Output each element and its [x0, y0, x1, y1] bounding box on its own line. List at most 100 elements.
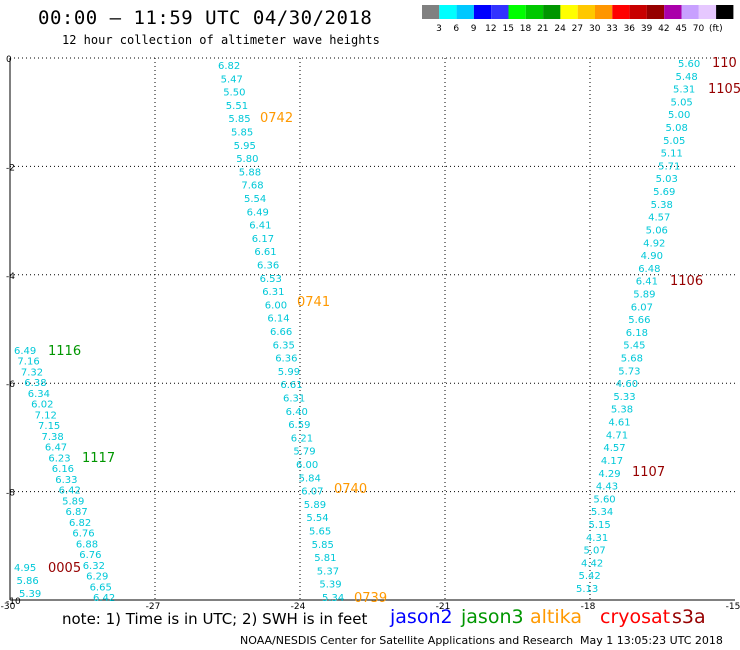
y-tick-label: -4: [6, 272, 15, 282]
legend-swatch: [629, 5, 647, 19]
legend-swatch: [491, 5, 509, 19]
legend-label: (ft): [709, 24, 723, 34]
track-c-swh: 5.89: [633, 289, 655, 300]
pass-time-label: 0742: [260, 111, 293, 126]
pass-time-label: 1105: [708, 82, 740, 97]
legend-swatch: [681, 5, 699, 19]
track-a-swh: 6.61: [280, 380, 302, 391]
legend-label: 24: [554, 24, 566, 34]
pass-time-label: 1107: [632, 465, 665, 480]
track-a-swh: 5.84: [299, 473, 321, 484]
track-a-swh: 5.85: [312, 540, 334, 551]
track-c-swh: 4.60: [616, 379, 638, 390]
track-b-swh: 6.82: [69, 518, 91, 529]
track-b-swh: 6.02: [31, 400, 53, 411]
legend-swatch: [595, 5, 613, 19]
track-b-swh: 6.42: [93, 593, 115, 604]
legend-satellite-jason3: jason3: [461, 606, 524, 628]
legend-label: 27: [572, 24, 583, 34]
track-c-swh: 5.11: [661, 149, 683, 160]
track-a-swh: 7.68: [241, 181, 263, 192]
legend-label: 12: [485, 24, 496, 34]
track-c-swh: 4.57: [648, 213, 670, 224]
pass-time-label: 0740: [334, 482, 367, 497]
pass-time-label: 0739: [354, 591, 387, 606]
track-a-swh: 5.47: [221, 74, 243, 85]
track-c-swh: 5.38: [651, 200, 673, 211]
track-b-swh: 6.16: [52, 464, 74, 475]
track-c-swh: 4.61: [608, 418, 630, 429]
legend-label: 70: [693, 24, 705, 34]
track-c-swh: 4.92: [643, 238, 665, 249]
track-c-swh: 5.45: [623, 341, 645, 352]
legend-label: 9: [471, 24, 477, 34]
generation-timestamp: May 1 13:05:23 UTC 2018: [580, 634, 723, 647]
footer-note: note: 1) Time is in UTC; 2) SWH is in fe…: [62, 610, 368, 628]
track-b-swh: 6.33: [55, 475, 77, 486]
track-b-swh: 7.32: [21, 367, 43, 378]
track-a-swh: 5.99: [278, 367, 300, 378]
track-a-swh: 5.51: [226, 101, 248, 112]
track-a-swh: 5.85: [228, 114, 250, 125]
pass-time-label: 0741: [297, 295, 330, 310]
track-b-swh: 7.16: [17, 357, 39, 368]
track-a-swh: 6.53: [260, 274, 282, 285]
track-a-swh: 5.81: [314, 553, 336, 564]
track-a-swh: 6.49: [247, 207, 269, 218]
track-c-swh: 6.07: [631, 302, 653, 313]
track-c-swh: 4.57: [603, 443, 625, 454]
track-a-swh: 6.00: [265, 300, 287, 311]
track-c-swh: 6.48: [638, 264, 660, 275]
track-b-swh: 6.49: [14, 346, 36, 357]
track-c-swh: 6.18: [626, 328, 648, 339]
track-c-swh: 5.66: [628, 315, 650, 326]
track-c-swh: 5.13: [576, 584, 598, 595]
color-legend: 3 6 9 12 15 18 21 24 27 30 33 36 39 42 45 70 (ft): [422, 5, 734, 34]
track-b-swh: 7.38: [41, 432, 63, 443]
track-c-swh: 5.15: [588, 520, 610, 531]
legend-swatch: [646, 5, 665, 19]
legend-swatch: [525, 5, 544, 19]
track-c-swh: 5.33: [613, 392, 635, 403]
track-a-swh: 6.17: [252, 234, 274, 245]
y-tick-label: -10: [6, 597, 21, 607]
track-a-swh: 6.36: [275, 354, 297, 365]
y-tick-label: 0: [6, 55, 12, 65]
track-a-swh: 5.37: [317, 566, 339, 577]
track-b-swh: 6.65: [90, 582, 112, 593]
legend-swatch: [456, 5, 474, 19]
track-b-swh: 5.89: [62, 496, 84, 507]
track-a-swh: 5.79: [293, 447, 315, 458]
track-b-swh: 6.47: [45, 443, 67, 454]
pass-time-label: 0005: [48, 561, 81, 576]
y-tick-label: -2: [6, 163, 15, 173]
track-a-swh: 6.82: [218, 61, 240, 72]
legend-label: 15: [502, 24, 513, 34]
x-tick-label: -30: [1, 602, 16, 610]
track-c-swh: 5.07: [583, 546, 605, 557]
y-tick-label: -6: [6, 380, 15, 390]
y-tick-label: -8: [6, 489, 15, 499]
track-a-swh: 6.59: [288, 420, 310, 431]
legend-swatch: [577, 5, 595, 19]
track-b2-swh: 5.39: [19, 589, 41, 600]
legend-swatch: [664, 5, 682, 19]
track-c-swh: 4.43: [596, 482, 618, 493]
track-a-swh: 6.41: [249, 221, 271, 232]
legend-label: 3: [436, 24, 442, 34]
track-b2-swh: 5.86: [17, 576, 39, 587]
legend-swatch: [473, 5, 492, 19]
track-a-swh: 5.34: [322, 593, 344, 604]
legend-label: 21: [537, 24, 548, 34]
legend-label: 6: [453, 24, 459, 34]
track-b-swh: 6.29: [86, 572, 108, 583]
track-a-swh: 6.36: [257, 261, 279, 272]
track-c-swh: 5.69: [653, 187, 675, 198]
track-c-swh: 5.48: [676, 72, 698, 83]
legend-label: 45: [675, 24, 686, 34]
pass-time-label: 1117: [82, 451, 115, 466]
track-c-swh: 5.05: [663, 136, 685, 147]
legend-swatch: [508, 5, 526, 19]
track-c-swh: 4.42: [581, 558, 603, 569]
track-c-swh: 4.31: [586, 533, 608, 544]
